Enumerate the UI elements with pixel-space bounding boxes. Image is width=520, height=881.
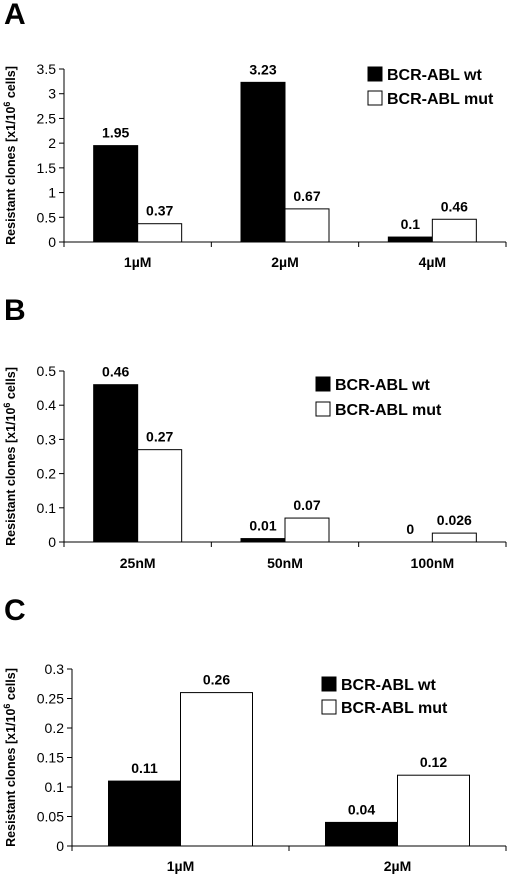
legend-label-mut: BCR-ABL mut	[335, 402, 442, 419]
data-label: 0.01	[249, 518, 276, 534]
chart-b: Resistant clones [x1/106 cells] 0 0.1 0.2 0.…	[2, 363, 507, 571]
y-tick-label: 0.15	[37, 750, 64, 766]
y-axis-label-main: Resistant clones [x1/10	[4, 709, 18, 847]
legend-label-wt: BCR-ABL wt	[387, 67, 482, 84]
category-label: 25nM	[120, 555, 156, 571]
y-tick-label: 2.5	[37, 110, 57, 126]
chart-panel-c: C Resistant clones [x1/106 cells] 0 0.05 0.…	[0, 596, 520, 881]
data-label: 0.26	[203, 672, 230, 688]
y-tick-label: 0.5	[37, 209, 57, 225]
y-axis-label-main: Resistant clones [x1/10	[4, 107, 18, 245]
y-tick-label: 3.5	[37, 61, 57, 77]
y-tick-label: 1.5	[37, 160, 57, 176]
bar-mut	[397, 774, 470, 847]
bar-wt	[240, 538, 286, 543]
data-label: 0.1	[401, 216, 421, 232]
data-label: 3.23	[249, 61, 276, 77]
bar-mut	[137, 223, 183, 243]
legend-swatch-mut	[321, 699, 337, 715]
panel-letter-c: C	[4, 594, 26, 627]
y-tick-label: 0.1	[45, 779, 65, 795]
bar-mut	[137, 449, 183, 543]
y-tick-label: 0.2	[45, 720, 65, 736]
y-axis-label-sup: 6	[2, 403, 12, 408]
y-tick-label: 0.2	[37, 466, 57, 482]
bar-wt	[387, 236, 433, 243]
category-label: 1µM	[167, 858, 195, 874]
category-label: 2µM	[271, 254, 299, 270]
y-tick-label: 1	[48, 185, 56, 201]
y-tick-label: 0.3	[37, 431, 57, 447]
data-label: 0.07	[293, 497, 320, 513]
y-tick-label: 0.25	[37, 691, 64, 707]
data-label: 0.12	[420, 754, 447, 770]
data-label: 0	[406, 521, 414, 537]
data-label: 1.95	[102, 125, 129, 141]
data-label: 0.27	[146, 429, 173, 445]
y-axis-label-sup: 6	[2, 704, 12, 709]
legend-swatch-wt	[315, 376, 331, 392]
y-axis-label: Resistant clones [x1/106 cells]	[2, 668, 18, 847]
data-label: 0.37	[146, 203, 173, 219]
y-tick-label: 0	[48, 534, 56, 550]
legend-label-mut: BCR-ABL mut	[387, 91, 494, 108]
bar-mut	[284, 517, 330, 543]
chart-panel-b: B Resistant clones [x1/106 cells] 0 0.1 0.2…	[0, 296, 520, 592]
bar-mut	[431, 532, 477, 543]
bar-wt	[108, 780, 181, 847]
bar-wt	[325, 821, 398, 847]
y-tick-label: 0.3	[45, 661, 65, 677]
legend-swatch-wt	[367, 66, 383, 82]
data-label: 0.11	[131, 760, 158, 776]
chart-c: Resistant clones [x1/106 cells] 0 0.05 0.1 0…	[2, 661, 507, 874]
legend-swatch-wt	[321, 676, 337, 692]
category-label: 1µM	[124, 254, 152, 270]
category-label: 50nM	[267, 555, 303, 571]
legend-label-wt: BCR-ABL wt	[335, 377, 430, 394]
bar-wt	[240, 81, 286, 243]
panel-letter-a: A	[4, 0, 26, 31]
panel-letter-b: B	[4, 294, 26, 327]
bar-mut	[284, 208, 330, 243]
bar-mut	[431, 218, 477, 243]
y-axis-label-tail: cells]	[4, 668, 18, 703]
data-label: 0.46	[102, 364, 129, 380]
y-axis-label: Resistant clones [x1/106 cells]	[2, 367, 18, 546]
category-label: 2µM	[384, 858, 412, 874]
y-tick-label: 0	[48, 234, 56, 250]
data-label: 0.67	[293, 188, 320, 204]
bar-wt	[93, 145, 139, 243]
data-label: 0.04	[348, 801, 375, 817]
y-tick-label: 2	[48, 135, 56, 151]
y-axis-label-tail: cells]	[4, 367, 18, 402]
y-tick-label: 0.5	[37, 363, 57, 379]
y-axis-label: Resistant clones [x1/106 cells]	[2, 66, 18, 245]
y-tick-label: 0	[56, 838, 64, 854]
legend-label-mut: BCR-ABL mut	[341, 700, 448, 717]
y-axis-label-tail: cells]	[4, 66, 18, 101]
y-tick-label: 3	[48, 86, 56, 102]
bar-mut	[180, 692, 253, 847]
y-tick-label: 0.05	[37, 809, 64, 825]
legend-label-wt: BCR-ABL wt	[341, 677, 436, 694]
category-label: 100nM	[411, 555, 455, 571]
category-label: 4µM	[419, 254, 447, 270]
y-axis-label-sup: 6	[2, 102, 12, 107]
y-tick-label: 0.4	[37, 397, 57, 413]
legend-swatch-mut	[315, 401, 331, 417]
legend-swatch-mut	[367, 90, 383, 106]
y-axis-label-main: Resistant clones [x1/10	[4, 408, 18, 546]
bar-wt	[93, 384, 139, 543]
y-tick-label: 0.1	[37, 500, 57, 516]
data-label: 0.026	[437, 512, 472, 528]
chart-a: Resistant clones [x1/106 cells] 0 0.5 1 1.5 2…	[2, 61, 507, 270]
data-label: 0.46	[441, 198, 468, 214]
chart-panel-a: A Resistant clones [x1/106 cells] 0 0.5 1 1.…	[0, 0, 520, 292]
